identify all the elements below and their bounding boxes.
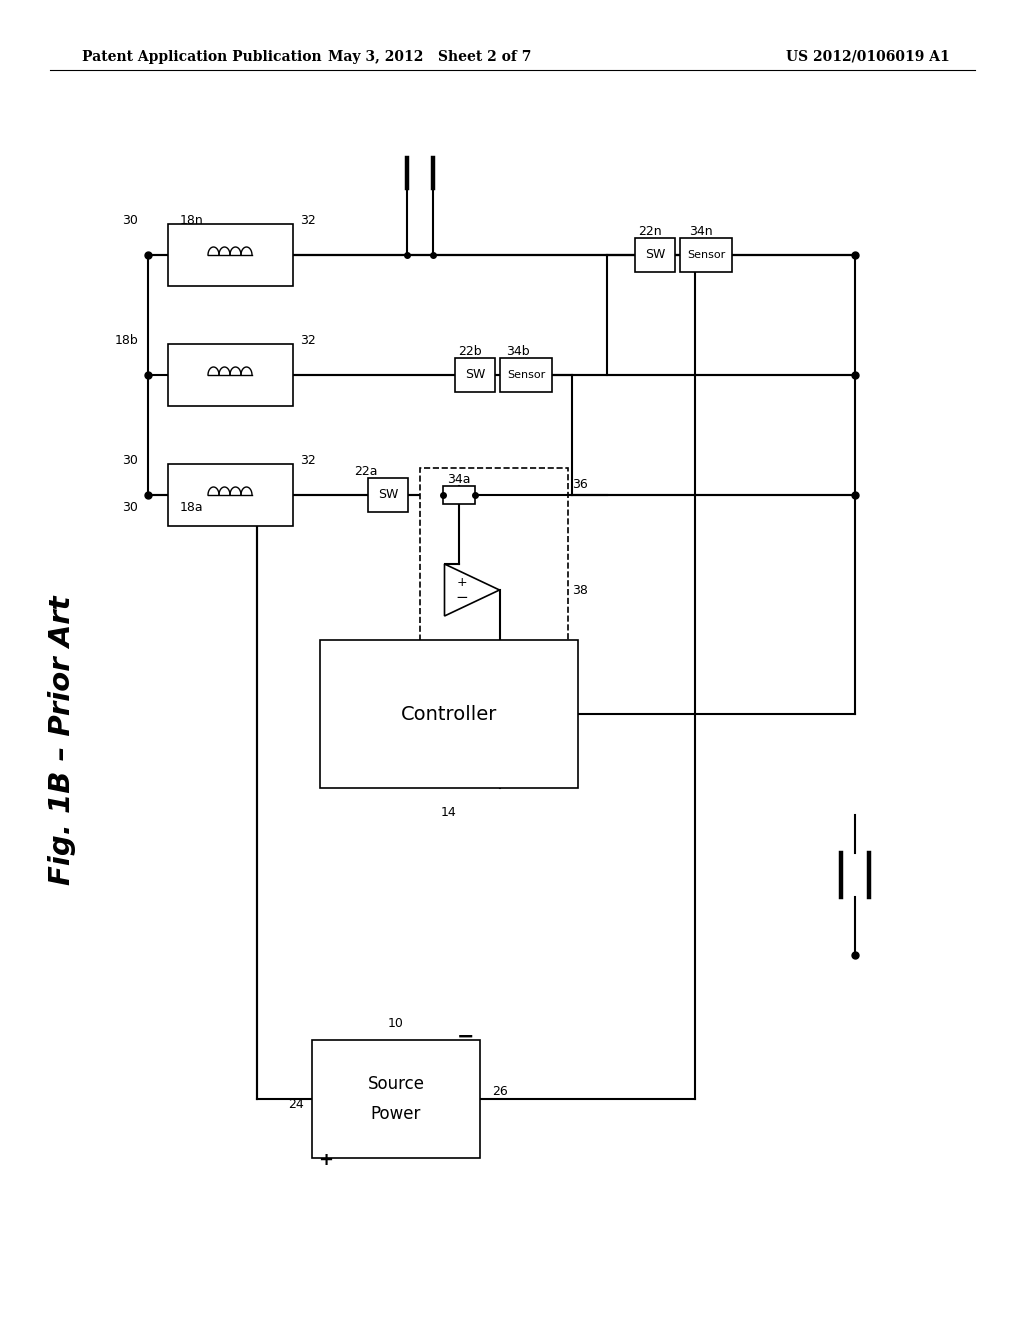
Text: −: − xyxy=(456,590,468,606)
Text: US 2012/0106019 A1: US 2012/0106019 A1 xyxy=(786,50,950,63)
Text: SW: SW xyxy=(645,248,666,261)
Text: SW: SW xyxy=(378,488,398,502)
Bar xyxy=(635,238,675,272)
Bar xyxy=(680,238,732,272)
Text: 10: 10 xyxy=(388,1016,403,1030)
Text: Fig. 1B – Prior Art: Fig. 1B – Prior Art xyxy=(48,595,76,884)
Bar xyxy=(168,465,293,525)
Bar xyxy=(443,486,475,504)
Bar xyxy=(420,469,568,668)
Text: 32: 32 xyxy=(300,454,316,467)
Bar xyxy=(168,224,293,286)
Text: 22a: 22a xyxy=(354,465,378,478)
Text: 34b: 34b xyxy=(506,345,529,358)
Text: 22b: 22b xyxy=(458,345,482,358)
Bar xyxy=(500,358,552,392)
Text: 30: 30 xyxy=(122,454,138,467)
Text: 24: 24 xyxy=(288,1098,304,1111)
Text: Sensor: Sensor xyxy=(687,249,725,260)
Text: 38: 38 xyxy=(572,583,588,597)
Text: −: − xyxy=(458,1027,475,1047)
Text: 30: 30 xyxy=(122,502,138,513)
Text: +: + xyxy=(457,576,467,589)
Text: 30: 30 xyxy=(122,214,138,227)
Text: 34a: 34a xyxy=(447,473,471,486)
Text: Source: Source xyxy=(368,1074,425,1093)
Text: Patent Application Publication: Patent Application Publication xyxy=(82,50,322,63)
Text: 32: 32 xyxy=(300,214,316,227)
Text: 32: 32 xyxy=(300,334,316,347)
Bar xyxy=(168,345,293,407)
Bar xyxy=(312,1040,480,1158)
Text: 26: 26 xyxy=(492,1085,508,1098)
Bar xyxy=(455,358,495,392)
Text: 14: 14 xyxy=(441,807,457,818)
Text: 34n: 34n xyxy=(689,224,713,238)
Text: 18n: 18n xyxy=(179,214,203,227)
Text: 36: 36 xyxy=(572,478,588,491)
Text: +: + xyxy=(318,1151,334,1170)
Text: SW: SW xyxy=(465,368,485,381)
Bar xyxy=(368,478,408,512)
Text: Controller: Controller xyxy=(400,705,498,723)
Text: May 3, 2012   Sheet 2 of 7: May 3, 2012 Sheet 2 of 7 xyxy=(329,50,531,63)
Text: 22n: 22n xyxy=(638,224,662,238)
Text: 18a: 18a xyxy=(179,502,203,513)
Text: Power: Power xyxy=(371,1105,421,1123)
Text: 18b: 18b xyxy=(115,334,138,347)
Text: Sensor: Sensor xyxy=(507,370,545,380)
Bar xyxy=(319,640,578,788)
